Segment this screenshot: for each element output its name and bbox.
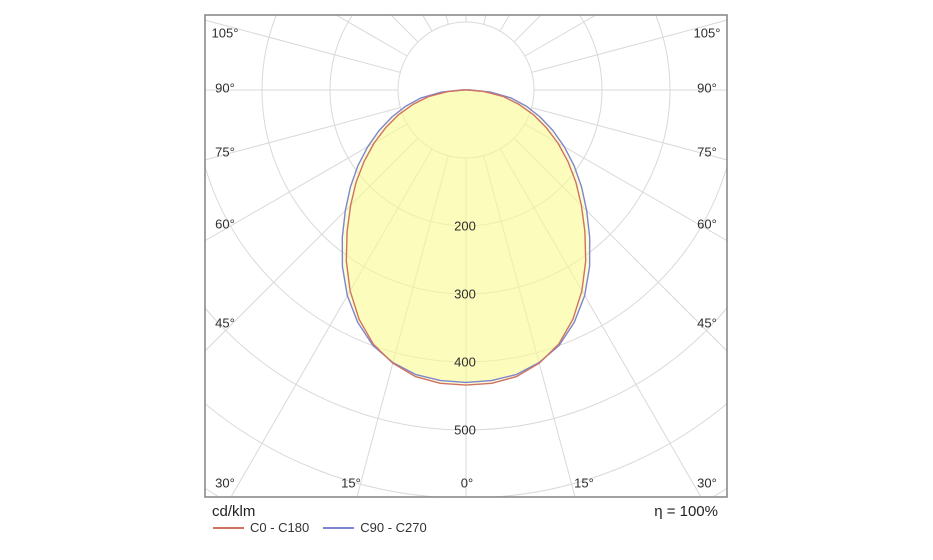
grid-spoke [513,15,542,43]
grid-spoke [205,19,401,73]
plot-frame [204,14,728,498]
curve-C90-C270 [341,89,591,384]
legend-label: C90 - C270 [360,520,427,535]
grid-spoke [335,15,408,57]
angle-label-right: 60° [697,216,717,232]
angle-label-right: 90° [697,80,717,96]
angle-label-left: 105° [211,25,239,41]
grid-spoke [205,137,419,352]
angle-label-left: 75° [215,144,235,160]
legend-item-c0-c180: C0 - C180 [213,520,309,535]
grid-spoke [230,148,433,497]
curve-C0-C180 [345,89,587,386]
radial-tick-label: 200 [454,218,476,234]
angle-label-right: 75° [697,144,717,160]
lobe-fill-C90-C270 [342,89,590,383]
angle-label-right: 45° [697,315,717,331]
grid-spoke [483,15,487,25]
angle-label-left: 90° [215,80,235,96]
angle-label-bottom: 15° [574,475,594,491]
grid-spoke [531,107,727,161]
grid-spoke [205,123,408,242]
grid-spoke [513,137,727,352]
angle-label-right: 30° [697,475,717,491]
lobe-fill-C0-C180 [346,89,586,386]
grid-spoke [531,19,727,73]
angle-label-bottom: 15° [341,475,361,491]
intensity-lobes [341,89,591,386]
grid-spoke [390,15,419,43]
grid-spoke [445,15,449,25]
radial-tick-label: 500 [454,422,476,438]
c0-c180-line-swatch [213,526,244,529]
grid-spoke [524,123,727,242]
legend-label: C0 - C180 [250,520,310,535]
grid-spoke [356,155,449,497]
efficiency-label: η = 100% [654,503,718,520]
legend: C0 - C180 C90 - C270 [213,520,441,535]
angle-label-left: 60° [215,216,235,232]
angle-label-left: 45° [215,315,235,331]
radial-tick-label: 300 [454,286,476,302]
angle-label-right: 105° [693,25,721,41]
radial-tick-label: 400 [454,354,476,370]
unit-label: cd/klm [212,503,256,520]
grid-spoke [205,107,401,161]
angle-label-left: 30° [215,475,235,491]
c90-c270-line-swatch [323,526,355,529]
grid-spoke [483,155,576,497]
grid-spoke [499,148,702,497]
grid-spoke [524,15,597,57]
angle-label-bottom: 0° [460,475,474,491]
legend-item-c90-c270: C90 - C270 [323,520,427,535]
